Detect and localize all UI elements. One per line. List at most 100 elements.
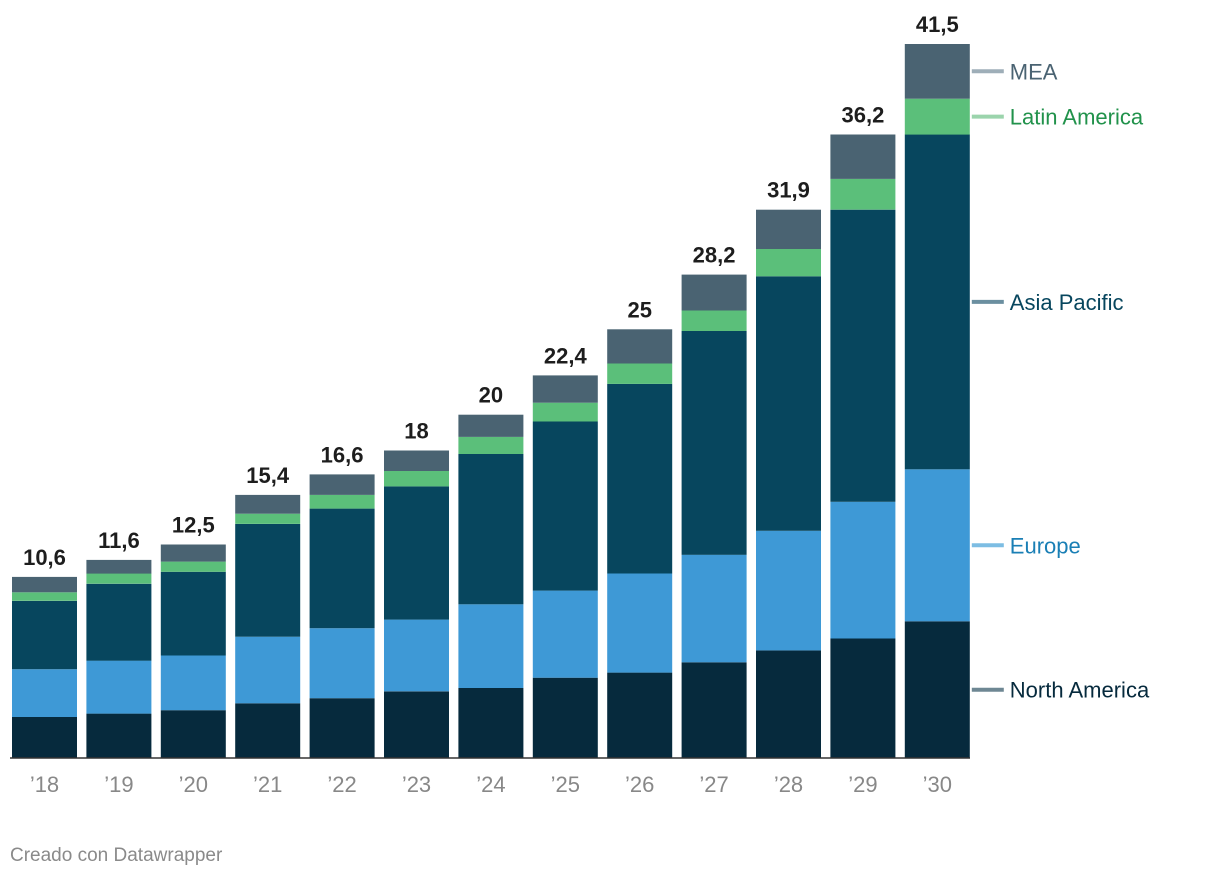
bar-segment-north-america bbox=[904, 621, 970, 758]
bar-segment-asia-pacific bbox=[756, 276, 821, 531]
x-tick-label: ’29 bbox=[848, 772, 877, 797]
bar-segment-europe bbox=[12, 669, 77, 717]
bar-segment-asia-pacific bbox=[235, 524, 301, 637]
bar-total-label: 20 bbox=[479, 383, 503, 408]
bar-segment-asia-pacific bbox=[532, 421, 598, 591]
x-tick-label: ’22 bbox=[327, 772, 356, 797]
x-tick-label: ’26 bbox=[625, 772, 654, 797]
x-tick-label: ’19 bbox=[104, 772, 133, 797]
bar-segment-asia-pacific bbox=[607, 383, 673, 574]
bar-segment-north-america bbox=[830, 638, 896, 758]
bar-segment-north-america bbox=[235, 703, 301, 758]
x-tick-label: ’25 bbox=[551, 772, 580, 797]
bar-segment-north-america bbox=[309, 698, 375, 758]
bar-segment-europe bbox=[86, 660, 152, 714]
bar-segment-asia-pacific bbox=[458, 454, 524, 605]
bar-segment-asia-pacific bbox=[830, 209, 896, 502]
bars-layer bbox=[12, 44, 970, 758]
bar-total-label: 11,6 bbox=[98, 528, 140, 553]
bar-segment-europe bbox=[607, 573, 673, 673]
x-tick-label: ’21 bbox=[253, 772, 282, 797]
bar-segment-mea bbox=[830, 134, 896, 179]
bar-segment-mea bbox=[384, 450, 449, 471]
bar-segment-north-america bbox=[160, 710, 226, 758]
bar-segment-asia-pacific bbox=[384, 486, 449, 620]
bar-segment-latin-america bbox=[235, 513, 301, 524]
bar-segment-latin-america bbox=[160, 561, 226, 572]
x-axis-tick-labels: ’18 ’19 ’20 ’21 ’22 ’23 ’24 ’25 ’26 ’27 ’28 ’29 ’30 bbox=[30, 772, 952, 797]
x-tick-label: ’27 bbox=[699, 772, 728, 797]
bar-segment-europe bbox=[160, 655, 226, 711]
bar-total-label: 12,5 bbox=[172, 513, 215, 538]
x-tick-label: ’20 bbox=[179, 772, 208, 797]
bar-segment-latin-america bbox=[309, 494, 375, 509]
bar-segment-mea bbox=[681, 274, 747, 311]
bar-segment-europe bbox=[384, 619, 449, 692]
bar-segment-mea bbox=[309, 474, 375, 495]
legend-label-latin-america: Latin America bbox=[1010, 105, 1144, 130]
bar-segment-latin-america bbox=[904, 98, 970, 135]
bar-total-label: 36,2 bbox=[841, 103, 884, 128]
bar-segment-latin-america bbox=[532, 402, 598, 422]
bar-segment-latin-america bbox=[607, 363, 673, 384]
bar-segment-europe bbox=[532, 590, 598, 678]
bar-segment-mea bbox=[235, 494, 301, 514]
bar-segment-north-america bbox=[458, 688, 524, 758]
bar-segment-asia-pacific bbox=[904, 134, 970, 470]
bar-segment-asia-pacific bbox=[86, 583, 152, 661]
bar-segment-mea bbox=[458, 414, 524, 437]
bar-segment-north-america bbox=[681, 662, 747, 758]
bar-total-label: 31,9 bbox=[767, 178, 810, 203]
bar-segment-latin-america bbox=[830, 178, 896, 210]
legend-label-mea: MEA bbox=[1010, 59, 1058, 84]
legend-label-europe: Europe bbox=[1010, 533, 1081, 558]
bar-segment-latin-america bbox=[756, 249, 821, 277]
legend-label-north-america: North America bbox=[1010, 678, 1150, 703]
footer-credit: Creado con Datawrapper bbox=[10, 845, 223, 866]
x-tick-label: ’30 bbox=[923, 772, 952, 797]
bar-segment-north-america bbox=[86, 713, 152, 758]
bar-segment-europe bbox=[830, 501, 896, 639]
bar-total-label: 22,4 bbox=[544, 343, 588, 368]
bar-segment-north-america bbox=[12, 717, 77, 758]
bar-segment-latin-america bbox=[86, 573, 152, 584]
bar-segment-latin-america bbox=[458, 436, 524, 454]
bar-segment-europe bbox=[309, 628, 375, 699]
bar-segment-europe bbox=[756, 530, 821, 651]
bar-segment-asia-pacific bbox=[12, 600, 77, 670]
bar-total-label: 28,2 bbox=[693, 243, 736, 268]
bar-segment-mea bbox=[86, 559, 152, 574]
bar-segment-asia-pacific bbox=[681, 331, 747, 555]
bar-segment-europe bbox=[235, 636, 301, 704]
bar-segment-mea bbox=[904, 44, 970, 99]
x-tick-label: ’24 bbox=[476, 772, 505, 797]
bar-segment-mea bbox=[607, 329, 673, 364]
bar-segment-europe bbox=[458, 604, 524, 688]
bar-segment-north-america bbox=[756, 650, 821, 758]
bar-segment-north-america bbox=[384, 691, 449, 758]
legend: North America Europe Asia Pacific Latin Ame… bbox=[971, 59, 1150, 703]
bar-segment-mea bbox=[532, 375, 598, 403]
bar-segment-europe bbox=[681, 554, 747, 663]
bar-segment-north-america bbox=[532, 677, 598, 758]
bar-total-label: 15,4 bbox=[246, 463, 290, 488]
bar-segment-asia-pacific bbox=[160, 571, 226, 656]
bar-segment-mea bbox=[12, 576, 77, 593]
bar-segment-asia-pacific bbox=[309, 508, 375, 629]
bar-segment-mea bbox=[160, 544, 226, 562]
bar-total-label: 16,6 bbox=[321, 442, 364, 467]
bar-total-label: 25 bbox=[627, 297, 651, 322]
bar-total-label: 18 bbox=[404, 419, 428, 444]
bar-total-label: 10,6 bbox=[23, 545, 66, 570]
x-tick-label: ’23 bbox=[402, 772, 431, 797]
bar-segment-mea bbox=[756, 209, 821, 249]
bar-segment-latin-america bbox=[12, 592, 77, 601]
bar-segment-latin-america bbox=[384, 471, 449, 487]
x-tick-label: ’18 bbox=[30, 772, 59, 797]
bar-segment-latin-america bbox=[681, 310, 747, 331]
total-labels-layer: 10,6 11,6 12,5 15,4 16,6 18 20 22,4 25 28,2 31,9 36… bbox=[23, 12, 959, 570]
legend-label-asia-pacific: Asia Pacific bbox=[1010, 290, 1124, 315]
bar-segment-north-america bbox=[607, 672, 673, 758]
